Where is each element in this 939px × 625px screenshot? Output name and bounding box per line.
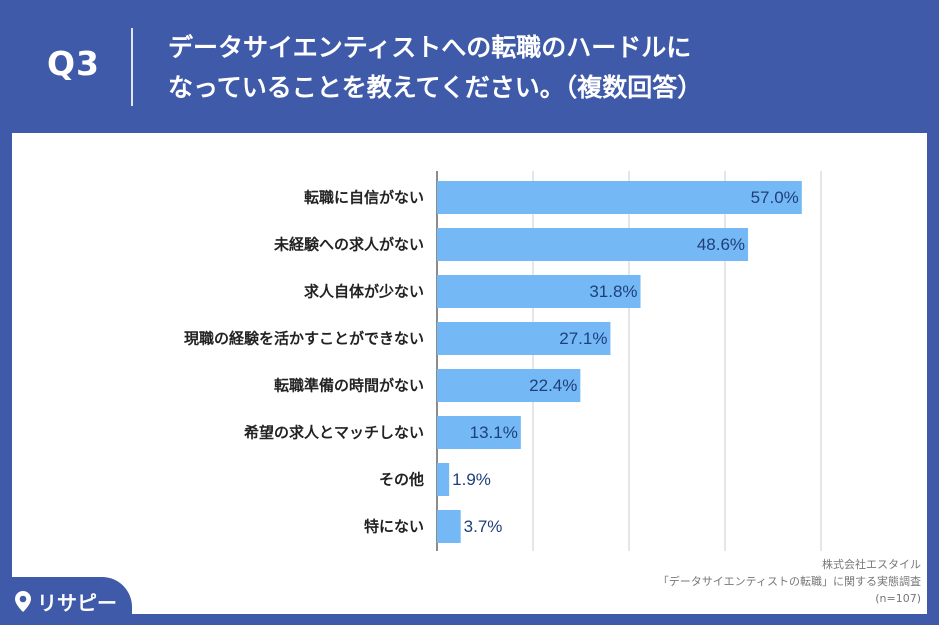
bar-chart: 転職に自信がない 57.0% 未経験への求人がない 48.6% 求人自体が少ない 31.8… [184, 171, 822, 551]
bar [437, 275, 641, 308]
category-label: 現職の経験を活かすことができない [184, 330, 424, 348]
category-label: 未経験への求人がない [273, 236, 424, 254]
chart-panel: 転職に自信がない 57.0% 未経験への求人がない 48.6% 求人自体が少ない 31.8… [12, 133, 927, 614]
category-label: 転職に自信がない [304, 189, 424, 207]
bar [437, 228, 749, 261]
header-divider [131, 28, 133, 106]
data-label: 22.4% [529, 376, 577, 395]
category-label: その他 [379, 471, 424, 489]
data-label: 27.1% [559, 329, 607, 348]
bar [437, 510, 461, 543]
bar [437, 416, 521, 449]
question-title-line-2: なっていることを教えてください。（複数回答） [168, 73, 703, 102]
source-survey: 「データサイエンティストの転職」に関する実態調査 [657, 575, 921, 588]
bar [437, 181, 802, 214]
header: Q3 データサイエンティストへの転職のハードルに なっていることを教えてください… [0, 0, 939, 133]
bar [437, 463, 450, 496]
category-label: 特にない [364, 518, 424, 536]
source-company: 株式会社エスタイル [822, 558, 921, 571]
data-label: 1.9% [452, 470, 491, 489]
category-label: 求人自体が少ない [304, 283, 424, 301]
pin-icon [14, 590, 32, 614]
data-label: 31.8% [589, 282, 637, 301]
question-title: データサイエンティストへの転職のハードルに なっていることを教えてください。（複… [168, 28, 908, 108]
question-number: Q3 [47, 44, 101, 83]
brand-logo: リサピー [14, 587, 117, 616]
question-title-line-1: データサイエンティストへの転職のハードルに [168, 33, 692, 62]
data-label: 57.0% [751, 188, 799, 207]
source-sample-size: (n=107) [875, 592, 921, 605]
data-label: 3.7% [464, 517, 503, 536]
category-label: 希望の求人とマッチしない [244, 424, 424, 442]
bar [437, 322, 611, 355]
logo-text: リサピー [37, 591, 117, 615]
data-label: 48.6% [697, 235, 745, 254]
data-label: 13.1% [470, 423, 518, 442]
bar [437, 369, 581, 402]
source-note: 株式会社エスタイル 「データサイエンティストの転職」に関する実態調査 (n=10… [658, 556, 921, 607]
category-label: 転職準備の時間がない [274, 377, 424, 395]
